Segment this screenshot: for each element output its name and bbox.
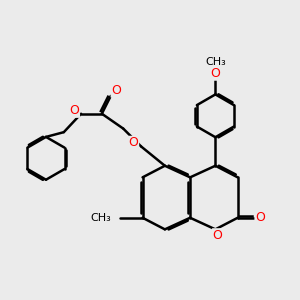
Text: CH₃: CH₃ [205,57,226,67]
Text: O: O [129,136,139,149]
Text: O: O [111,84,121,97]
Text: CH₃: CH₃ [90,213,111,223]
Text: O: O [70,104,80,117]
Text: O: O [255,211,265,224]
Text: O: O [211,67,220,80]
Text: O: O [212,229,222,242]
